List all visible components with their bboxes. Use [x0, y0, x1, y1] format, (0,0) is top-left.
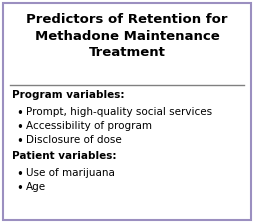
Text: •: • [16, 135, 23, 148]
FancyBboxPatch shape [3, 3, 251, 220]
Text: Use of marijuana: Use of marijuana [26, 168, 115, 178]
Text: •: • [16, 182, 23, 195]
Text: •: • [16, 107, 23, 120]
Text: Prompt, high-quality social services: Prompt, high-quality social services [26, 107, 212, 117]
Text: •: • [16, 121, 23, 134]
Text: •: • [16, 168, 23, 181]
Text: Accessibility of program: Accessibility of program [26, 121, 152, 131]
Text: Age: Age [26, 182, 46, 192]
Text: Predictors of Retention for
Methadone Maintenance
Treatment: Predictors of Retention for Methadone Ma… [26, 13, 228, 59]
Text: Program variables:: Program variables: [12, 90, 124, 100]
Text: Disclosure of dose: Disclosure of dose [26, 135, 122, 145]
Text: Patient variables:: Patient variables: [12, 151, 117, 161]
